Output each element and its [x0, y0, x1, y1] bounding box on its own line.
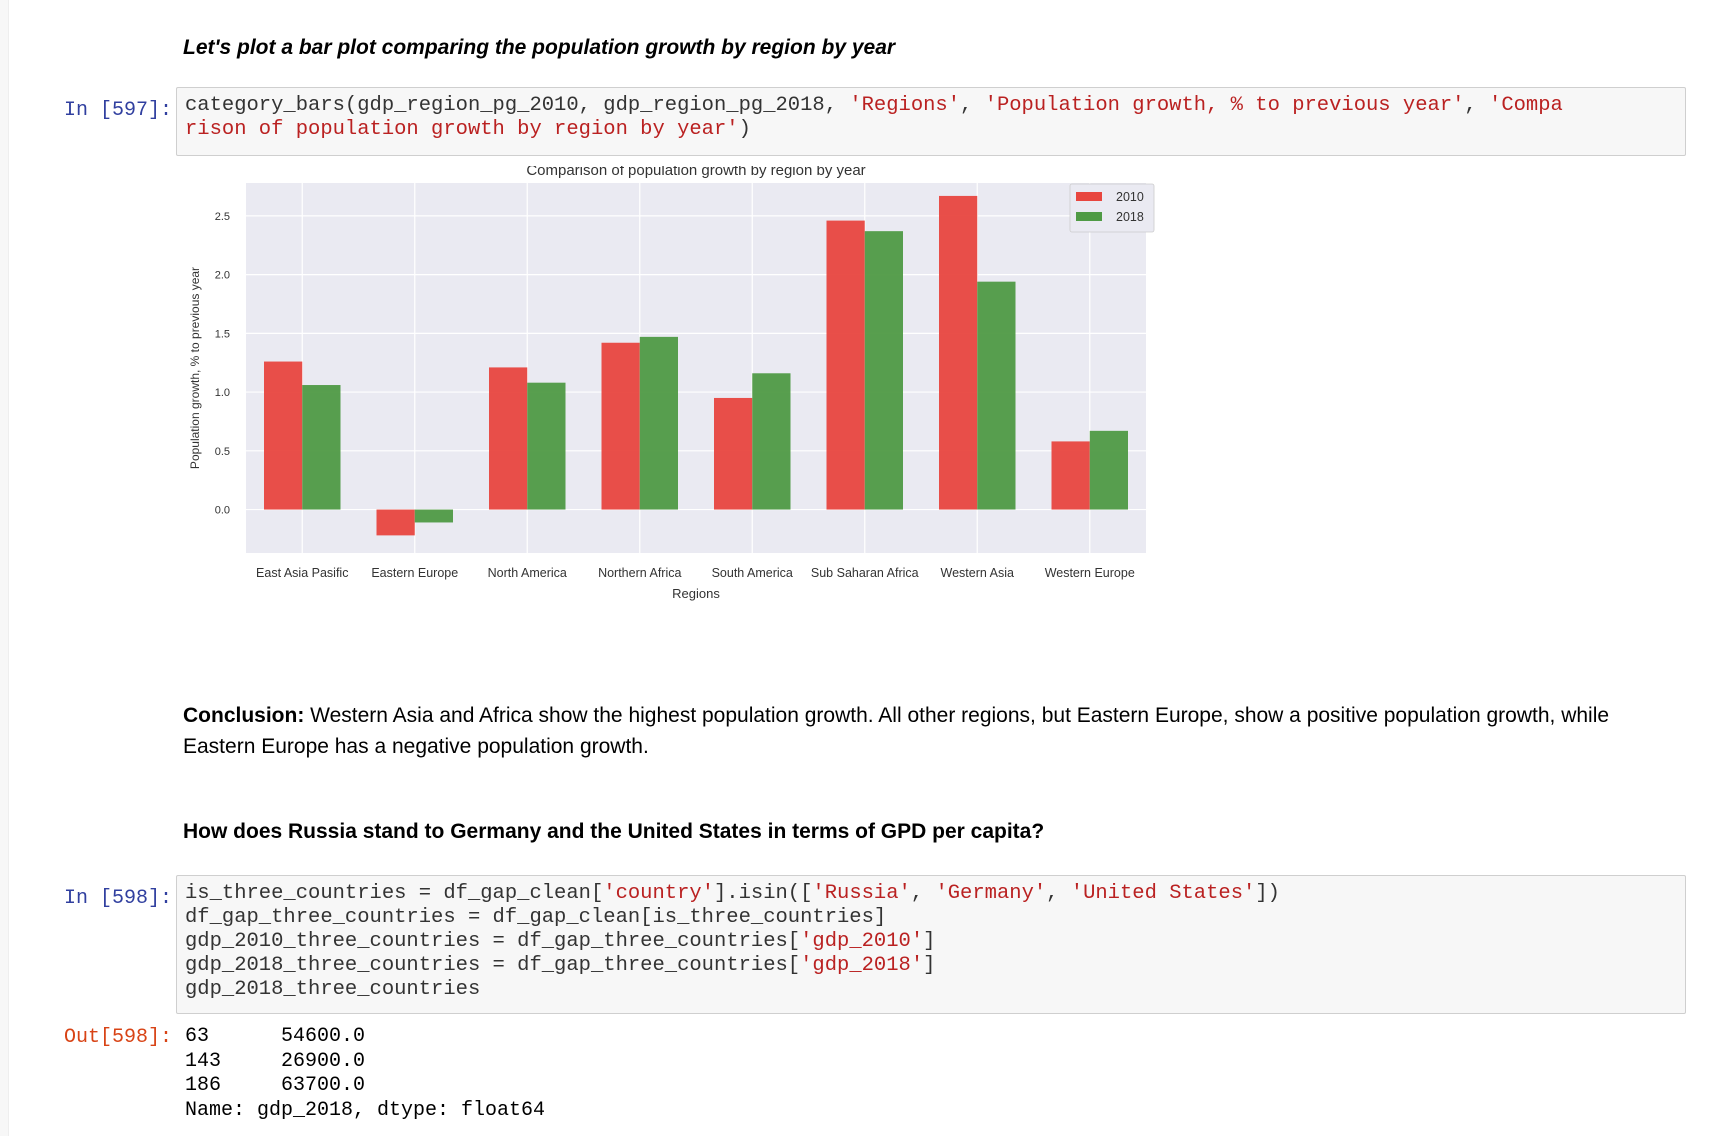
x-axis-label: Regions — [672, 586, 720, 601]
notebook-left-gutter — [0, 0, 9, 1136]
bar-2010-3 — [489, 367, 528, 510]
bar-2018-2 — [414, 509, 453, 523]
code-token: gdp_2018_three_countries = df_gap_three_… — [185, 954, 801, 977]
bar-2018-8 — [1089, 430, 1128, 510]
code-token: , — [1046, 882, 1071, 905]
code-token: gdp_2018_three_countries — [185, 978, 481, 1001]
code-token: , — [910, 882, 936, 905]
code-token: df_gap_three_countries = df_gap_clean[is… — [185, 906, 887, 929]
output-line: Name: gdp_2018, dtype: float64 — [185, 1098, 546, 1122]
code-string-literal: 'country' — [603, 882, 714, 905]
code-string-literal: 'Germany' — [935, 882, 1047, 905]
cell-598-out-prompt: Out[598]: — [63, 1026, 172, 1049]
cell-597-code-editor[interactable]: category_bars(gdp_region_pg_2010, gdp_re… — [176, 87, 1686, 156]
bar-2010-4 — [601, 342, 640, 510]
code-token: ].isin([ — [714, 882, 813, 905]
code-string-literal: rison of population growth by region by … — [185, 118, 739, 141]
code-token: , — [960, 94, 985, 117]
bar-2010-8 — [1051, 441, 1090, 510]
bar-2018-6 — [864, 231, 903, 510]
legend-swatch-2018 — [1076, 212, 1102, 221]
y-tick-label: 2.0 — [215, 270, 230, 282]
x-tick-label: East Asia Pasific — [256, 566, 348, 580]
bar-2018-1 — [302, 385, 341, 510]
code-token: is_three_countries = df_gap_clean[ — [185, 882, 604, 905]
code-string-literal: 'United States' — [1070, 882, 1256, 905]
x-tick-label: South America — [712, 566, 793, 580]
code-line: rison of population growth by region by … — [185, 118, 1677, 142]
conclusion-paragraph: Conclusion: Western Asia and Africa show… — [183, 700, 1663, 762]
x-tick-label: Eastern Europe — [371, 566, 458, 580]
y-tick-label: 0.0 — [215, 505, 230, 517]
bar-2018-7 — [977, 281, 1016, 510]
code-string-literal: 'Population growth, % to previous year' — [984, 94, 1465, 117]
population-growth-bar-chart: Comparison of population growth by regio… — [188, 166, 1155, 601]
y-tick-label: 0.5 — [215, 446, 230, 458]
code-string-literal: 'gdp_2018' — [800, 954, 924, 977]
x-tick-label: Western Europe — [1045, 566, 1135, 580]
output-line: 186 63700.0 — [185, 1074, 366, 1097]
cell-598-output: 63 54600.0 143 26900.0 186 63700.0 Name: gd… — [185, 1025, 545, 1123]
legend-label: 2010 — [1116, 190, 1144, 204]
y-axis-label: Population growth, % to previous year — [188, 267, 202, 469]
cell-597-prompt: In [597]: — [63, 99, 172, 122]
y-tick-label: 1.0 — [215, 387, 230, 399]
code-line: gdp_2018_three_countries = df_gap_three_… — [185, 954, 1677, 978]
output-line: 63 54600.0 — [185, 1025, 366, 1048]
code-token: ] — [923, 930, 936, 953]
plot-heading: Let's plot a bar plot comparing the popu… — [183, 36, 896, 59]
y-tick-label: 2.5 — [215, 211, 230, 223]
code-token: ]) — [1255, 882, 1280, 905]
code-token: gdp_2010_three_countries = df_gap_three_… — [185, 930, 801, 953]
code-string-literal: 'gdp_2010' — [800, 930, 924, 953]
cell-598-prompt: In [598]: — [63, 887, 172, 910]
code-string-literal: 'Compa — [1489, 94, 1563, 117]
bar-2010-7 — [939, 195, 978, 510]
code-line: category_bars(gdp_region_pg_2010, gdp_re… — [185, 94, 1677, 118]
cell-598-code-editor[interactable]: is_three_countries = df_gap_clean['count… — [176, 875, 1686, 1014]
code-line: df_gap_three_countries = df_gap_clean[is… — [185, 906, 1677, 930]
code-line: gdp_2010_three_countries = df_gap_three_… — [185, 930, 1677, 954]
bar-2010-6 — [826, 220, 865, 510]
x-tick-label: Sub Saharan Africa — [811, 566, 919, 580]
gdp-question-heading: How does Russia stand to Germany and the… — [183, 820, 1045, 843]
code-token: ] — [923, 954, 936, 977]
bar-2018-5 — [752, 373, 791, 510]
conclusion-text: Western Asia and Africa show the highest… — [183, 704, 1610, 758]
legend-swatch-2010 — [1076, 192, 1102, 201]
code-token: ) — [738, 118, 751, 141]
bar-2010-2 — [376, 509, 415, 536]
x-tick-label: Northern Africa — [598, 566, 681, 580]
x-tick-label: North America — [488, 566, 567, 580]
bar-2010-1 — [264, 361, 303, 510]
bar-2018-3 — [527, 382, 566, 510]
x-tick-label: Western Asia — [941, 566, 1014, 580]
bar-2010-5 — [714, 397, 753, 510]
code-token: , — [1464, 94, 1490, 117]
code-line: is_three_countries = df_gap_clean['count… — [185, 882, 1677, 906]
code-string-literal: 'Regions' — [849, 94, 961, 117]
code-string-literal: 'Russia' — [812, 882, 911, 905]
code-line: gdp_2018_three_countries — [185, 978, 1677, 1002]
legend-label: 2018 — [1116, 210, 1144, 224]
conclusion-label: Conclusion: — [183, 704, 305, 727]
bar-2018-4 — [639, 336, 678, 510]
chart-title: Comparison of population growth by regio… — [526, 166, 865, 179]
code-token: category_bars(gdp_region_pg_2010, gdp_re… — [185, 94, 850, 117]
output-line: 143 26900.0 — [185, 1049, 366, 1073]
y-tick-label: 1.5 — [215, 328, 230, 340]
